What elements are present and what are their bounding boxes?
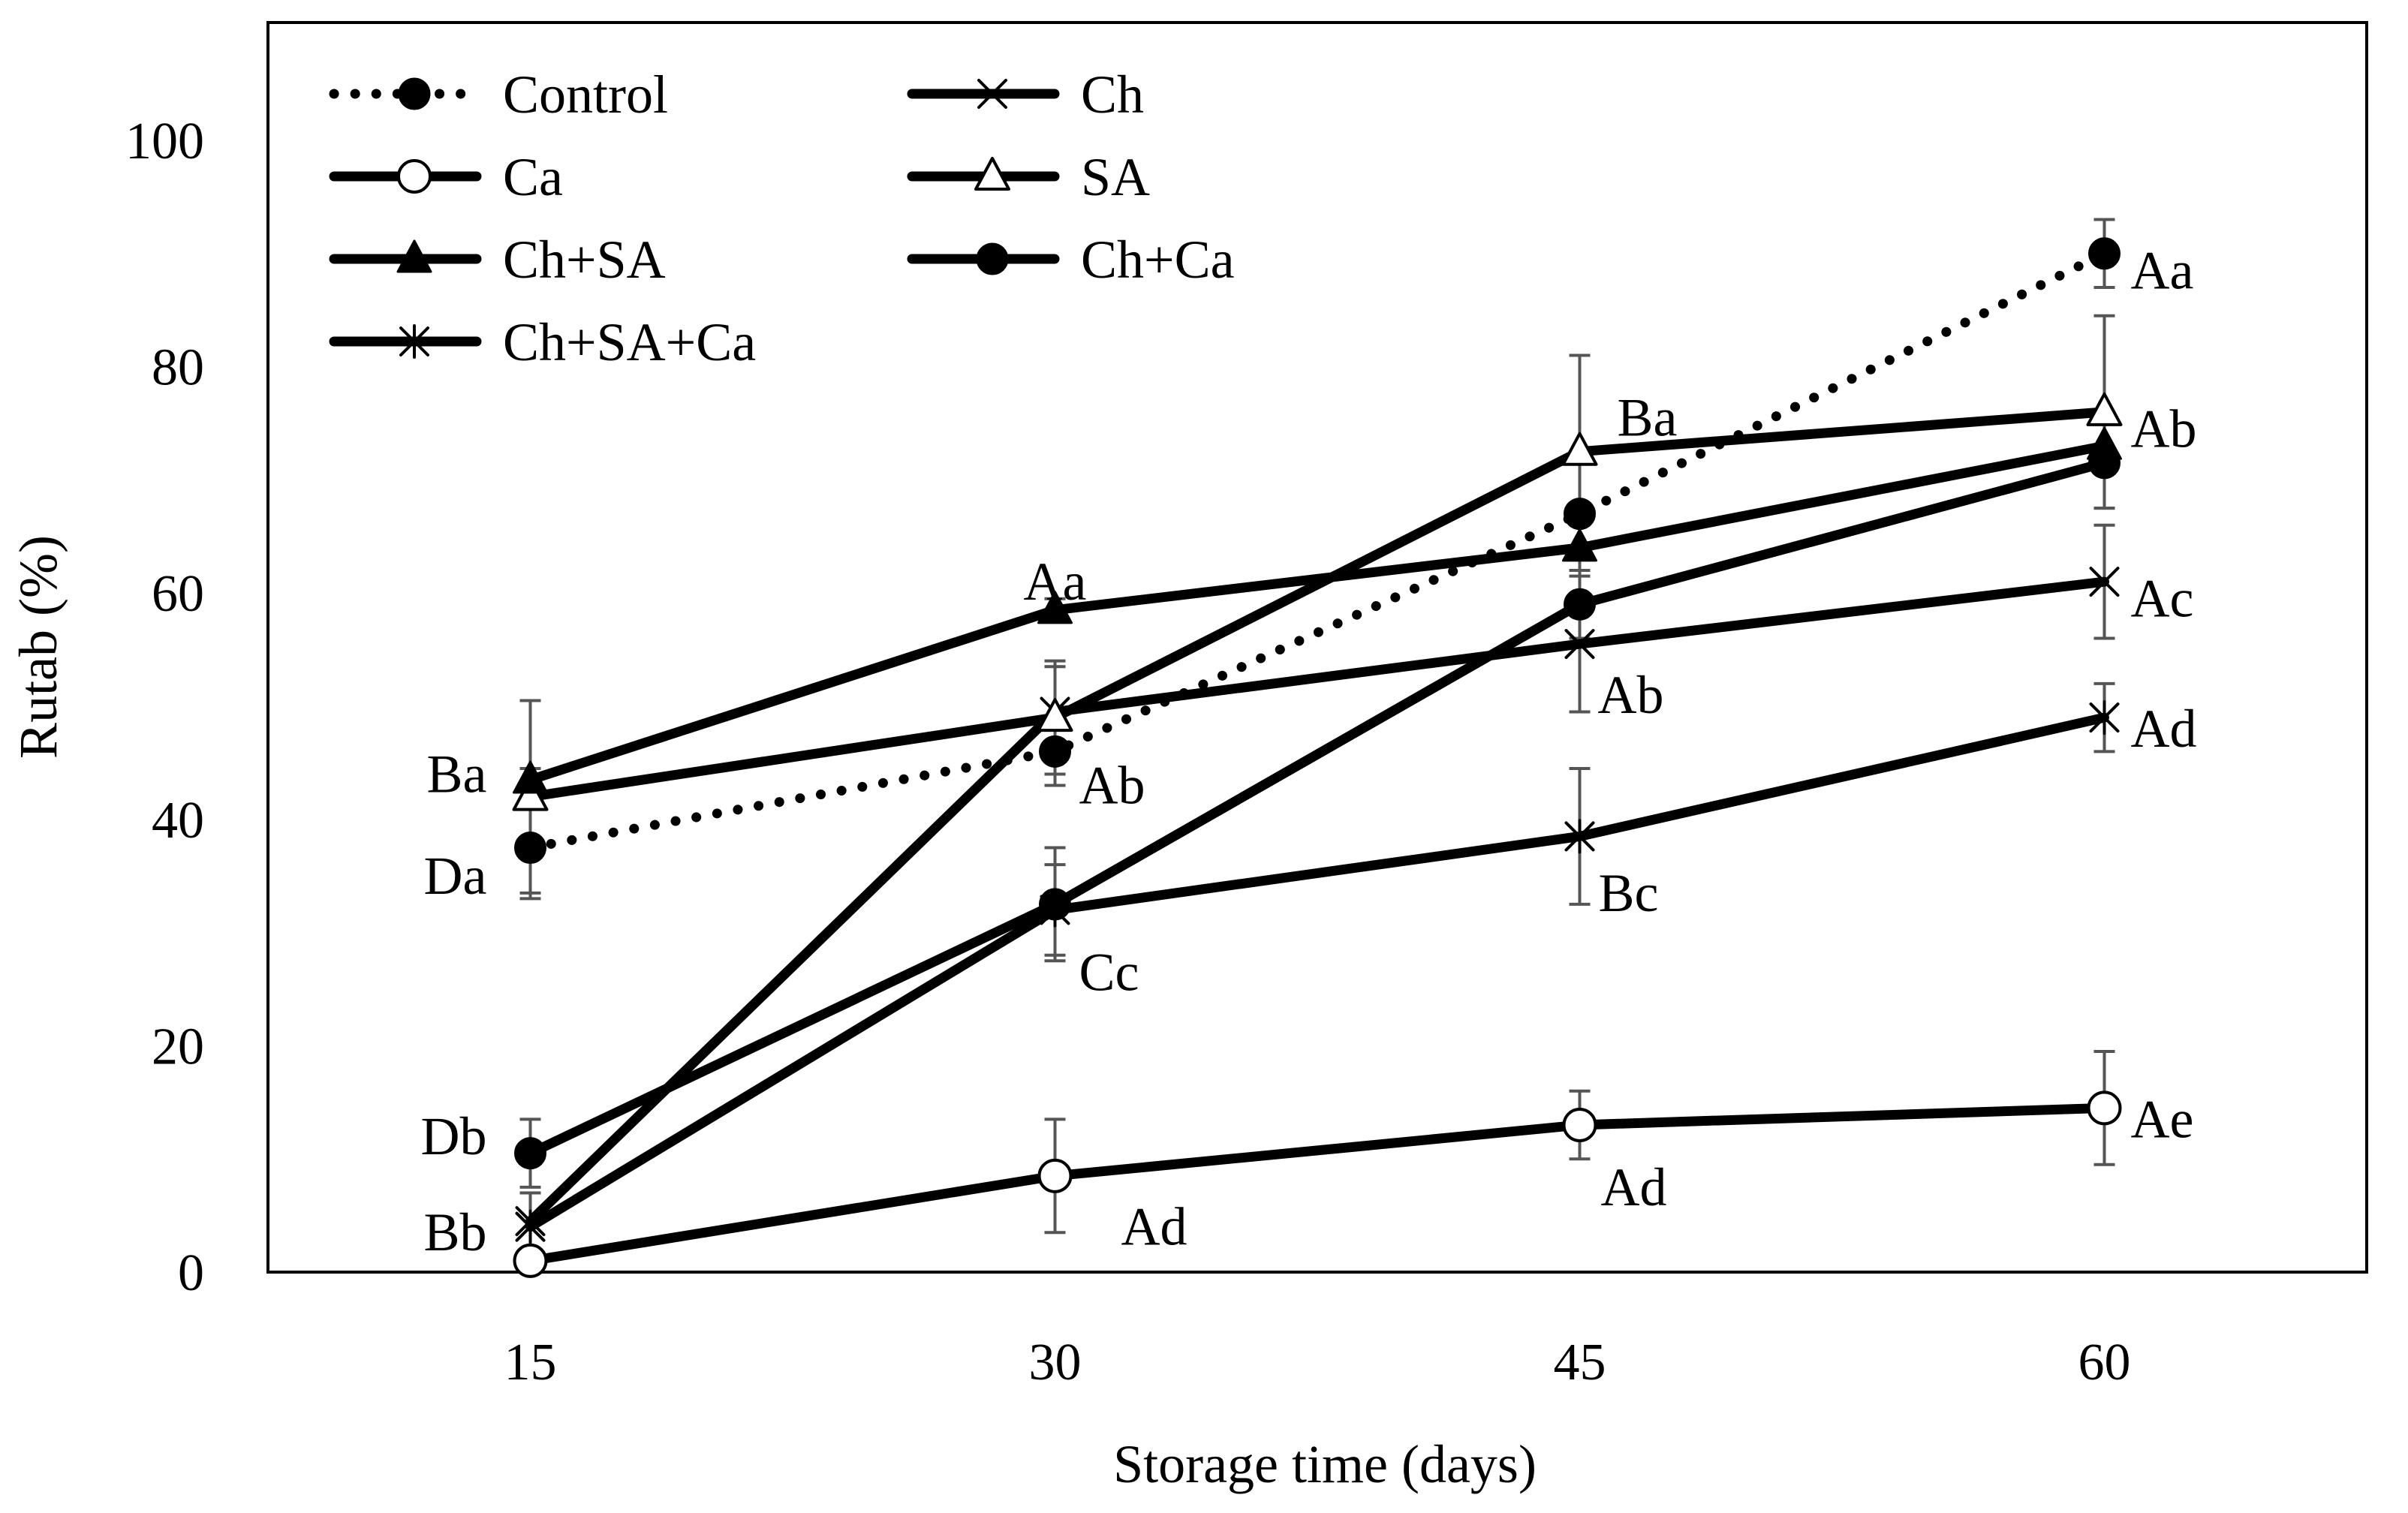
annotations-layer: Ba Da Db Bb Aa Ab Cc Ad Ba Ab Bc Ad Aa Ab Ac Ad Ae (421, 240, 2197, 1262)
annotation-7: Ad (1121, 1197, 1187, 1257)
legend-item-ch-sa: Ch+SA (329, 230, 666, 290)
series-line-ch (525, 576, 2109, 1226)
legend-item-sa: SA (907, 147, 1150, 207)
data-point-ch-ca-45 (1564, 588, 1596, 621)
legend-item-ch-sa-ca: Ch+SA+Ca (329, 312, 756, 372)
series-line-control (525, 248, 2109, 853)
legend-marker-ch-sa (396, 239, 432, 273)
data-point-sa-15 (512, 777, 549, 811)
annotation-2: Db (421, 1106, 487, 1166)
legend-label-control: Control (503, 65, 668, 125)
annotation-9: Ab (1598, 665, 1664, 725)
y-tick-label-0: 0 (178, 1244, 204, 1302)
data-point-control-30 (1039, 735, 1071, 768)
data-point-control-45 (1564, 498, 1596, 531)
annotation-14: Ac (2131, 569, 2194, 629)
legend-marker-ch-ca (976, 242, 1009, 275)
legend-label-ch: Ch (1081, 65, 1144, 125)
data-point-ch-45 (1564, 629, 1595, 660)
legend-label-ca: Ca (503, 147, 563, 207)
legend-item-ch-ca: Ch+Ca (907, 230, 1235, 290)
annotation-1: Da (424, 846, 487, 906)
data-point-sa-45 (1561, 432, 1598, 466)
x-tick-label-60: 60 (2078, 1334, 2131, 1391)
data-point-ch-sa-ca-15 (515, 1209, 546, 1244)
legend-item-ch: Ch (907, 65, 1144, 125)
data-point-ca-15 (513, 1243, 548, 1278)
data-point-ch-ca-60 (2088, 447, 2121, 480)
annotation-12: Aa (2131, 240, 2194, 300)
annotation-3: Bb (423, 1202, 486, 1262)
y-tick-label-80: 80 (152, 339, 204, 397)
y-tick-label-60: 60 (152, 565, 204, 623)
data-point-ca-30 (1037, 1158, 1073, 1193)
annotation-16: Ae (2131, 1089, 2194, 1149)
legend-marker-sa (974, 157, 1010, 191)
annotation-4: Aa (1024, 552, 1087, 612)
y-axis-title: Rutab (%) (8, 535, 68, 759)
x-tick-label-15: 15 (504, 1334, 557, 1391)
annotation-8: Ba (1618, 387, 1678, 447)
series-line-sa (525, 407, 2109, 802)
annotation-10: Bc (1599, 863, 1659, 923)
legend-label-sa: SA (1081, 147, 1150, 207)
x-tick-label-30: 30 (1029, 1334, 1082, 1391)
data-point-ch-sa-30 (1037, 591, 1073, 624)
data-point-sa-30 (1037, 698, 1073, 732)
legend-item-control: Control (329, 65, 668, 125)
annotation-5: Ab (1079, 756, 1145, 816)
y-tick-label-100: 100 (125, 113, 204, 170)
x-tick-label-45: 45 (1554, 1334, 1606, 1391)
plot-area (266, 21, 2368, 1274)
legend-label-ch-ca: Ch+Ca (1081, 230, 1235, 290)
annotation-15: Ad (2131, 699, 2197, 759)
data-point-sa-60 (2086, 392, 2123, 426)
legend-marker-ch (977, 79, 1007, 109)
data-point-ch-60 (2089, 567, 2120, 597)
markers-layer (512, 237, 2123, 1278)
legend-label-ch-sa: Ch+SA (503, 230, 666, 290)
data-point-control-15 (514, 832, 546, 864)
series-layer (525, 248, 2109, 1266)
data-point-ch-sa-45 (1562, 528, 1597, 562)
series-line-ch-sa-ca (525, 712, 2109, 1232)
annotation-6: Cc (1079, 942, 1139, 1002)
y-tick-label-20: 20 (152, 1018, 204, 1075)
series-line-ca (525, 1102, 2109, 1266)
data-point-ch-ca-15 (514, 1137, 546, 1170)
legend-marker-control (398, 77, 431, 110)
annotation-13: Ab (2131, 399, 2197, 459)
legend-label-ch-sa-ca: Ch+SA+Ca (503, 312, 756, 372)
annotation-11: Ad (1601, 1157, 1667, 1217)
x-axis-title: Storage time (days) (1113, 1434, 1537, 1494)
legend: Control Ch Ca SA Ch+SA Ch+Ca Ch+SA+Ca (329, 65, 1235, 372)
axis-layer: 0 20 40 60 80 100 15 30 45 60 (125, 113, 2131, 1391)
data-point-ca-45 (1562, 1107, 1597, 1142)
data-point-ch-sa-ca-60 (2089, 700, 2120, 735)
data-point-control-60 (2088, 237, 2121, 270)
y-tick-label-40: 40 (152, 792, 204, 850)
data-point-ca-60 (2087, 1090, 2122, 1126)
series-line-ch-ca (525, 458, 2109, 1159)
data-point-ch-sa-ca-30 (1040, 892, 1070, 928)
legend-item-ca: Ca (329, 147, 563, 207)
legend-marker-ch-sa-ca (399, 324, 429, 359)
data-point-ch-sa-ca-45 (1564, 819, 1595, 854)
series-line-ch-sa (525, 441, 2109, 785)
legend-marker-ca (397, 159, 432, 194)
annotation-0: Ba (427, 744, 487, 804)
data-point-ch-sa-15 (513, 760, 548, 794)
